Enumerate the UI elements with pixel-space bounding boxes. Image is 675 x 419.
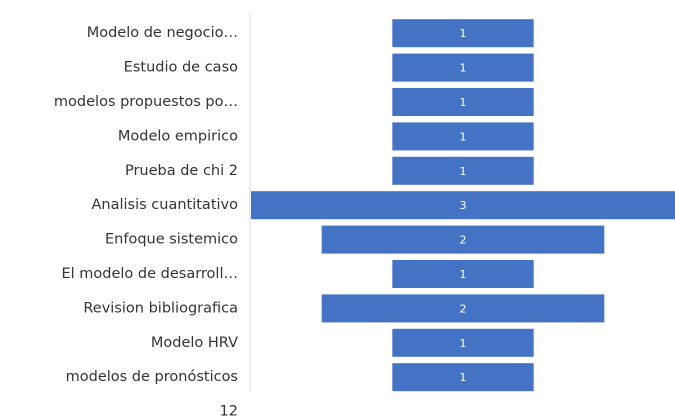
category-label: Modelo de negocio…	[87, 25, 238, 41]
category-label: Revision bibliografica	[83, 300, 238, 316]
bar	[251, 191, 675, 220]
data-label: 1	[460, 62, 467, 75]
category-label: 12	[220, 404, 238, 419]
category-label: Modelo HRV	[151, 335, 238, 351]
data-label: 1	[460, 268, 467, 281]
data-label: 2	[460, 234, 467, 247]
category-label: Modelo empirico	[118, 128, 238, 144]
bar	[392, 88, 534, 116]
data-label: 1	[460, 130, 467, 143]
category-label: Prueba de chi 2	[125, 163, 238, 179]
bar	[392, 122, 534, 151]
bar	[392, 363, 534, 392]
data-label: 3	[460, 199, 467, 212]
data-label: 1	[460, 337, 467, 350]
category-label: Analisis cuantitativo	[92, 197, 239, 213]
category-label: El modelo de desarroll…	[61, 266, 238, 282]
data-label: 1	[460, 27, 467, 40]
bar	[321, 294, 605, 323]
bar	[392, 53, 534, 82]
bar	[392, 19, 534, 48]
bar	[392, 328, 534, 357]
data-label: 1	[460, 96, 467, 109]
category-label: Estudio de caso	[124, 60, 238, 76]
bar	[321, 225, 605, 254]
category-label: modelos propuestos po…	[54, 94, 238, 110]
category-label: modelos de pronósticos	[66, 369, 238, 385]
data-label: 1	[460, 371, 467, 384]
data-label: 2	[460, 302, 467, 315]
bar	[392, 156, 534, 185]
category-label: Enfoque sistemico	[105, 232, 238, 248]
bar	[392, 260, 534, 288]
data-label: 1	[460, 165, 467, 178]
